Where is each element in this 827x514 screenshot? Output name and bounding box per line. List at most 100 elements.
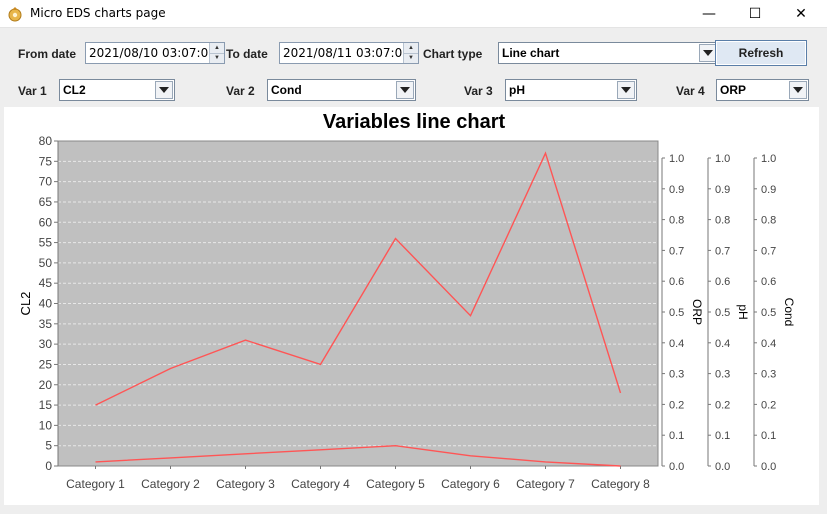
secondary-tick-label: 0.7	[715, 245, 730, 257]
to-date-value: 2021/08/11 03:07:00	[283, 46, 410, 60]
var2-select[interactable]: Cond	[267, 79, 416, 101]
var2-label: Var 2	[226, 84, 255, 98]
secondary-tick-label: 0.3	[669, 369, 684, 381]
secondary-tick-label: 0.1	[761, 430, 776, 442]
y-tick-label: 25	[39, 357, 53, 371]
refresh-button-label: Refresh	[738, 46, 784, 60]
chart-panel: Variables line chart 0 5 10 15 20 25 30 35 40 45 50…	[4, 107, 819, 505]
from-date-spinner[interactable]: 2021/08/10 03:07:00 ▲ ▼	[85, 42, 225, 64]
y-tick-label: 5	[45, 439, 52, 453]
y-tick-label: 15	[39, 398, 53, 412]
x-tick-label: Category 4	[291, 477, 350, 491]
secondary-tick-label: 0.1	[669, 430, 684, 442]
minimize-button[interactable]: —	[686, 0, 732, 27]
y-tick-label: 20	[39, 378, 53, 392]
y-tick-label: 70	[39, 175, 53, 189]
chevron-down-icon[interactable]	[155, 81, 173, 99]
y-tick-label: 35	[39, 317, 53, 331]
var3-select[interactable]: pH	[505, 79, 637, 101]
secondary-tick-label: 0.0	[715, 461, 730, 473]
title-bar-divider	[0, 27, 827, 28]
secondary-y-axis-label: Cond	[782, 298, 796, 327]
series-line-2	[95, 444, 621, 467]
x-tick-label: Category 2	[141, 477, 200, 491]
spinner-down-icon[interactable]: ▼	[408, 55, 414, 61]
primary-y-axis-label: CL2	[18, 292, 33, 316]
maximize-button[interactable]: ☐	[732, 0, 778, 27]
x-tick-label: Category 5	[366, 477, 425, 491]
secondary-tick-label: 0.2	[761, 399, 776, 411]
chart-type-label: Chart type	[423, 47, 483, 61]
var2-value: Cond	[271, 83, 302, 97]
secondary-tick-label: 0.3	[715, 369, 730, 381]
var4-value: ORP	[720, 83, 747, 97]
close-button[interactable]: ✕	[778, 0, 824, 27]
from-date-spinner-buttons: ▲ ▼	[209, 43, 224, 63]
from-date-label: From date	[18, 47, 77, 61]
to-date-spinner[interactable]: 2021/08/11 03:07:00 ▲ ▼	[279, 42, 419, 64]
line-chart: Variables line chart 0 5 10 15 20 25 30 35 40 45 50…	[18, 111, 796, 491]
var4-select[interactable]: ORP	[716, 79, 809, 101]
spinner-up-icon[interactable]: ▲	[210, 43, 224, 54]
y-tick-label: 60	[39, 215, 53, 229]
secondary-y-axis-label: ORP	[690, 299, 704, 325]
secondary-tick-label: 0.8	[715, 215, 730, 227]
secondary-tick-label: 0.0	[761, 461, 776, 473]
x-tick-label: Category 6	[441, 477, 500, 491]
spinner-up-icon[interactable]: ▲	[404, 43, 418, 54]
y-tick-label: 10	[39, 418, 53, 432]
secondary-tick-label: 0.5	[761, 307, 776, 319]
secondary-tick-label: 0.6	[669, 276, 684, 288]
chevron-down-icon[interactable]	[396, 81, 414, 99]
secondary-tick-label: 0.5	[715, 307, 730, 319]
to-date-label: To date	[226, 47, 268, 61]
secondary-tick-label: 0.0	[669, 461, 684, 473]
secondary-tick-label: 0.5	[669, 307, 684, 319]
var3-label: Var 3	[464, 84, 493, 98]
chart-type-select[interactable]: Line chart	[498, 42, 719, 64]
secondary-tick-label: 1.0	[669, 153, 684, 165]
y-tick-label: 65	[39, 195, 53, 209]
minimize-icon: —	[702, 5, 716, 22]
secondary-tick-label: 1.0	[761, 153, 776, 165]
close-icon: ✕	[795, 5, 807, 22]
secondary-tick-label: 0.3	[761, 369, 776, 381]
secondary-tick-label: 0.9	[715, 184, 730, 196]
y-tick-label: 55	[39, 236, 53, 250]
x-tick-label: Category 7	[516, 477, 575, 491]
secondary-tick-label: 0.8	[669, 215, 684, 227]
secondary-tick-label: 0.6	[761, 276, 776, 288]
x-tick-label: Category 3	[216, 477, 275, 491]
var1-select[interactable]: CL2	[59, 79, 175, 101]
x-tick-label: Category 1	[66, 477, 125, 491]
secondary-tick-label: 0.6	[715, 276, 730, 288]
var1-label: Var 1	[18, 84, 47, 98]
y-tick-label: 80	[39, 134, 53, 148]
to-date-spinner-buttons: ▲ ▼	[403, 43, 418, 63]
y-tick-label: 0	[45, 459, 52, 473]
secondary-tick-label: 0.1	[715, 430, 730, 442]
window-title: Micro EDS charts page	[30, 6, 166, 20]
chevron-down-icon[interactable]	[789, 81, 807, 99]
app-logo-icon	[8, 7, 22, 22]
y-tick-label: 40	[39, 297, 53, 311]
refresh-button[interactable]: Refresh	[715, 40, 807, 66]
secondary-tick-label: 0.9	[669, 184, 684, 196]
secondary-tick-label: 0.4	[715, 338, 730, 350]
var3-value: pH	[509, 83, 525, 97]
y-tick-label: 45	[39, 276, 53, 290]
y-tick-label: 75	[39, 154, 53, 168]
secondary-tick-label: 0.4	[669, 338, 684, 350]
spinner-down-icon[interactable]: ▼	[214, 55, 220, 61]
secondary-tick-label: 0.9	[761, 184, 776, 196]
from-date-value: 2021/08/10 03:07:00	[89, 46, 216, 60]
title-bar: Micro EDS charts page — ☐ ✕	[0, 0, 827, 27]
chart-type-value: Line chart	[502, 46, 560, 60]
chevron-down-icon[interactable]	[617, 81, 635, 99]
secondary-tick-label: 0.7	[761, 245, 776, 257]
secondary-tick-label: 1.0	[715, 153, 730, 165]
secondary-tick-label: 0.2	[669, 399, 684, 411]
var1-value: CL2	[63, 83, 86, 97]
var4-label: Var 4	[676, 84, 705, 98]
